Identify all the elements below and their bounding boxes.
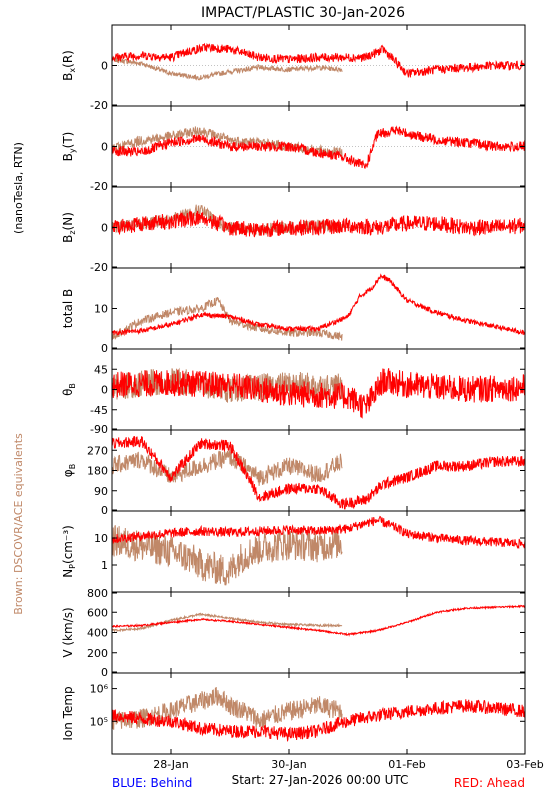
- series-line: [111, 125, 526, 169]
- footer-start-time: Start: 27-Jan-2026 00:00 UTC: [232, 773, 409, 787]
- panel-frame: [111, 591, 526, 674]
- x-tick-label: 28-Jan: [153, 758, 189, 771]
- panel-ion-temp: 10⁶ 10⁵ Ion Temp: [61, 672, 526, 755]
- y-tick-label: 0: [101, 141, 108, 154]
- x-tick-label: 01-Feb: [388, 758, 425, 771]
- y-tick-label: 0: [101, 60, 108, 73]
- panel-density: 10 1 NP(cm⁻³): [61, 510, 526, 593]
- y-axis-label: Ion Temp: [61, 686, 75, 740]
- series-line: [111, 525, 343, 586]
- y-tick-label: 0: [101, 342, 108, 355]
- y-axis-label: total B: [61, 289, 75, 329]
- y-tick-label: -20: [90, 180, 108, 193]
- series-line: [111, 686, 343, 731]
- y-axis-label: Bx(R): [61, 50, 77, 81]
- series-line: [111, 436, 526, 510]
- series-line: [111, 57, 343, 81]
- legend-ahead: RED: Ahead: [454, 776, 525, 790]
- y-tick-label: 90: [94, 485, 108, 498]
- y-axis-label: θB: [61, 383, 77, 396]
- left-label-units: (nanoTesla, RTN): [12, 142, 25, 234]
- left-label-dscovr: Brown: DSCOVR/ACE equivalents: [12, 433, 25, 615]
- panel-by: 0 -20 By(T): [61, 105, 526, 193]
- series-line: [111, 699, 526, 742]
- y-tick-label: -20: [90, 99, 108, 112]
- series-line: [111, 42, 526, 79]
- series-line: [111, 368, 526, 419]
- y-axis-label: Bz(N): [61, 212, 77, 243]
- y-tick-label: 45: [94, 363, 108, 376]
- y-axis-label: NP(cm⁻³): [61, 525, 77, 578]
- y-axis-label: V (km/s): [61, 607, 75, 657]
- y-tick-label: -90: [90, 423, 108, 436]
- y-tick-label: 10: [94, 532, 108, 545]
- panel-speed: 800 600 400 200 0 V (km/s): [61, 587, 526, 679]
- y-tick-label: -45: [90, 404, 108, 417]
- panel-frame: [111, 267, 526, 350]
- series-line: [111, 449, 343, 486]
- y-tick-label: 600: [87, 606, 108, 619]
- series-line: [111, 273, 526, 337]
- series-line: [112, 604, 526, 637]
- panel-phi-b: 270 180 90 0 φB: [61, 429, 526, 517]
- chart-title: IMPACT/PLASTIC 30-Jan-2026: [201, 5, 405, 21]
- y-tick-label: 0: [101, 222, 108, 235]
- panel-theta-b: 45 0 -45 -90 θB: [61, 348, 526, 436]
- legend-behind: BLUE: Behind: [112, 776, 192, 790]
- x-tick-label: 03-Feb: [506, 758, 543, 771]
- panel-bx: 0 -20 Bx(R): [61, 24, 526, 112]
- y-tick-label: 0: [101, 666, 108, 679]
- y-tick-label: 10⁶: [90, 683, 109, 696]
- panel-bz: 0 -20 Bz(N): [61, 186, 526, 274]
- series-line: [111, 612, 343, 633]
- series-line: [111, 515, 526, 550]
- y-tick-label: 200: [87, 647, 108, 660]
- panel-total-b: 10 0 total B: [61, 267, 526, 355]
- x-tick-label: 30-Jan: [271, 758, 307, 771]
- series-line: [111, 210, 526, 238]
- y-tick-label: 270: [87, 444, 108, 457]
- y-tick-label: 10: [94, 303, 108, 316]
- y-axis-label: φB: [61, 464, 77, 477]
- y-tick-label: -20: [90, 261, 108, 274]
- y-tick-label: 0: [101, 384, 108, 397]
- y-axis-label: By(T): [61, 132, 77, 162]
- y-tick-label: 400: [87, 627, 108, 640]
- y-tick-label: 800: [87, 587, 108, 600]
- y-tick-label: 180: [87, 465, 108, 478]
- y-tick-label: 1: [101, 559, 108, 572]
- y-tick-label: 0: [101, 504, 108, 517]
- panel-frame: [111, 672, 526, 755]
- series-line: [111, 297, 343, 341]
- y-tick-label: 10⁵: [90, 715, 108, 728]
